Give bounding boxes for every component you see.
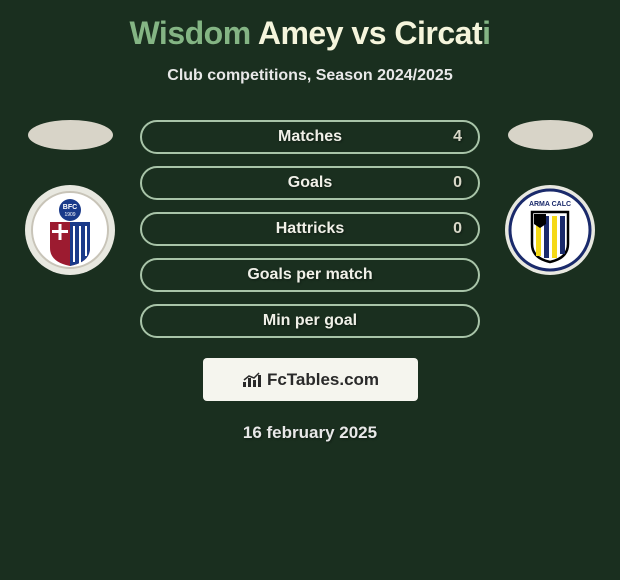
stat-row-hattricks: Hattricks 0 <box>140 212 480 246</box>
brand-text: FcTables.com <box>267 370 379 390</box>
player1-first: Wisdom <box>130 15 251 51</box>
player1-last: Amey <box>258 15 343 51</box>
stat-row-gpm: Goals per match <box>140 258 480 292</box>
stat-label: Goals per match <box>247 266 372 284</box>
bologna-crest-icon: BFC 1909 <box>30 190 110 270</box>
left-column: BFC 1909 <box>20 120 120 275</box>
player1-silhouette <box>28 120 113 150</box>
stat-value: 4 <box>453 128 462 146</box>
page-title: Wisdom Amey vs Circati <box>0 15 620 52</box>
player2-name-accent: i <box>482 15 490 51</box>
club1-badge: BFC 1909 <box>25 185 115 275</box>
club2-badge: ARMA CALC <box>505 185 595 275</box>
svg-text:1909: 1909 <box>64 212 75 218</box>
stat-row-goals: Goals 0 <box>140 166 480 200</box>
parma-crest-icon: ARMA CALC <box>508 188 592 272</box>
stat-row-mpg: Min per goal <box>140 304 480 338</box>
stat-row-matches: Matches 4 <box>140 120 480 154</box>
player2-name-part: Circat <box>394 15 482 51</box>
stat-value: 0 <box>453 220 462 238</box>
svg-text:ARMA CALC: ARMA CALC <box>529 201 571 208</box>
brand-logo[interactable]: FcTables.com <box>203 358 418 401</box>
main-row: BFC 1909 Matches 4 Goals 0 <box>0 120 620 338</box>
stat-value: 0 <box>453 174 462 192</box>
svg-text:BFC: BFC <box>63 204 77 211</box>
stats-column: Matches 4 Goals 0 Hattricks 0 Goals per … <box>140 120 480 338</box>
subtitle: Club competitions, Season 2024/2025 <box>0 67 620 85</box>
stat-label: Matches <box>278 128 342 146</box>
right-column: ARMA CALC <box>500 120 600 275</box>
player2-silhouette <box>508 120 593 150</box>
date-text: 16 february 2025 <box>0 423 620 443</box>
comparison-card: Wisdom Amey vs Circati Club competitions… <box>0 0 620 580</box>
stat-label: Min per goal <box>263 312 357 330</box>
stat-label: Hattricks <box>276 220 344 238</box>
vs-text: vs <box>351 15 386 51</box>
stat-label: Goals <box>288 174 332 192</box>
bar-chart-icon <box>241 371 263 389</box>
